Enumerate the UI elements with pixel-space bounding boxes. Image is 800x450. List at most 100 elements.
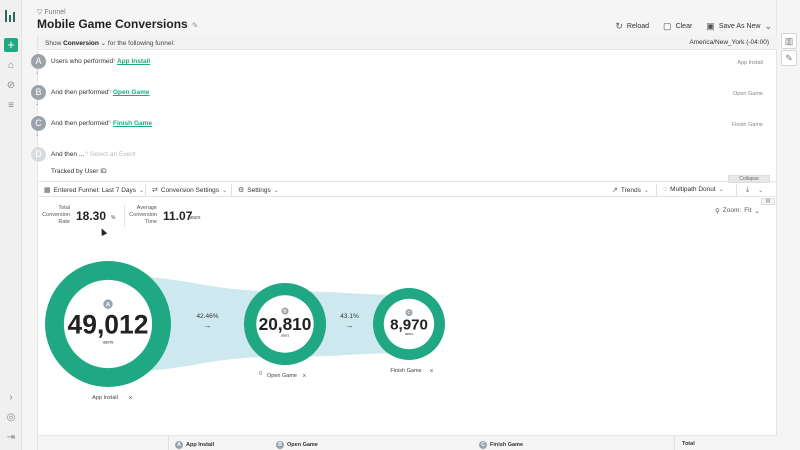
reload-button[interactable]: ↻ Reload: [615, 21, 649, 32]
conversion-settings-label: Conversion Settings: [160, 186, 220, 194]
arrow-right-icon: →: [346, 321, 354, 330]
select-event-placeholder[interactable]: Select an Event: [90, 151, 136, 158]
timezone-select[interactable]: America/New_York (-04:00): [689, 39, 769, 46]
layout-panel-icon[interactable]: ▥: [781, 33, 797, 49]
edit-pencil-icon[interactable]: ✎: [191, 21, 199, 30]
total-label-line: Conversion: [42, 212, 70, 218]
measure-select[interactable]: Conversion: [63, 40, 99, 47]
funnel-step-a: A ↓ Users who performed ϟ App Install Ap…: [31, 54, 777, 76]
node-label: Finish Game: [390, 368, 421, 374]
page-title: Mobile Game Conversions ✎: [37, 17, 198, 31]
total-label-line: Rate: [58, 219, 70, 225]
settings-dropdown[interactable]: ⚙ Settings ⌄: [238, 186, 279, 195]
breadcrumb[interactable]: ▽ Funnel: [37, 9, 66, 16]
node-badge-letter: C: [407, 310, 411, 315]
step-badge: B: [276, 441, 284, 449]
expand-chevron-icon[interactable]: ›: [9, 392, 13, 403]
divider: [124, 205, 125, 227]
node-prefix: 0: [259, 371, 262, 377]
funnel-step-d: D And then ... ϟ Select an Event: [31, 147, 777, 169]
footer-col-a[interactable]: A App Install: [175, 441, 214, 449]
funnel-panel: Show Conversion ⌄ for the following funn…: [31, 35, 777, 450]
chart-toolbar: ▦ Entered Funnel: Last 7 Days ⌄ ⇄ Conversio…: [38, 181, 777, 197]
header-actions: ↻ Reload ▢ Clear ▣ Save As New ⌄: [615, 21, 772, 32]
chevron-down-icon: ⌄: [643, 187, 649, 194]
avg-label-line: Time: [144, 219, 157, 225]
node-label: Open Game: [267, 373, 297, 379]
show-bar: Show Conversion ⌄ for the following funn…: [38, 35, 777, 50]
gear-icon: ⚙: [238, 187, 245, 194]
node-value: 20,810: [259, 314, 312, 334]
step-event-link[interactable]: Open Game: [113, 89, 150, 96]
compass-icon[interactable]: ⊘: [6, 80, 16, 91]
divider: [656, 184, 657, 196]
total-rate-unit: %: [111, 215, 116, 221]
remove-node-icon: ×: [129, 395, 133, 402]
trend-line-icon: ↗: [612, 187, 618, 194]
step-event-link[interactable]: Finish Game: [113, 120, 153, 127]
funnel-step-c: C ↓ And then performed ϟ Finish Game Fin…: [31, 116, 777, 138]
download-dropdown[interactable]: ⤓ ⌄: [746, 186, 763, 194]
chart-type-dropdown[interactable]: ◌ Multipath Donut ⌄: [663, 186, 724, 193]
node-unit: users: [281, 334, 290, 338]
footer-col-label: Finish Game: [490, 442, 524, 448]
left-nav-rail: + ⌂ ⊘ ≡ › ◎ ⇥: [0, 0, 22, 450]
logout-icon[interactable]: ⇥: [6, 432, 16, 443]
zoom-value: Fit: [744, 207, 752, 214]
footer-col-total[interactable]: Total: [682, 441, 695, 447]
down-arrow-icon: ↓: [35, 67, 39, 76]
conversion-stats: Total Conversion Rate 18.30 % Average Conve…: [38, 203, 438, 233]
donut-hole: [63, 279, 153, 369]
footer-col-b[interactable]: B Open Game: [276, 441, 318, 449]
avg-label-line: Average: [136, 205, 157, 211]
event-icon: ϟ: [108, 120, 112, 126]
show-suffix: for the following funnel:: [107, 40, 175, 47]
zoom-control[interactable]: ⚲ Zoom: Fit ⌄: [715, 207, 760, 215]
entered-funnel-dropdown[interactable]: ▦ Entered Funnel: Last 7 Days ⌄: [44, 186, 145, 195]
step-badge: C: [479, 441, 487, 449]
node-value: 8,970: [390, 316, 428, 333]
chevron-down-icon: ⌄: [758, 187, 764, 194]
edit-note-icon[interactable]: ✎: [781, 50, 797, 66]
save-as-new-button[interactable]: ▣ Save As New ⌄: [706, 21, 772, 32]
home-icon[interactable]: ⌂: [7, 60, 15, 71]
remove-node-icon: ×: [430, 368, 434, 375]
divider: [736, 184, 737, 196]
step-right-label: App Install: [737, 60, 763, 66]
arrows-icon: ⇄: [152, 187, 158, 194]
node-unit: users: [103, 339, 115, 344]
clear-label: Clear: [675, 23, 693, 30]
database-icon[interactable]: ≡: [8, 100, 14, 111]
chevron-down-icon: ⌄: [139, 187, 145, 194]
page-header: ▽ Funnel Mobile Game Conversions ✎ ↻ Reloa…: [22, 0, 776, 35]
donut-hole: [256, 295, 314, 353]
conversion-settings-dropdown[interactable]: ⇄ Conversion Settings ⌄: [152, 186, 227, 195]
footer-col-c[interactable]: C Finish Game: [479, 441, 523, 449]
total-rate-value: 18.30: [76, 209, 107, 223]
calendar-icon: ▦: [44, 187, 51, 194]
node-badge-letter: B: [283, 309, 287, 314]
breadcrumb-label: Funnel: [44, 9, 66, 16]
summary-table-header: A App Install B Open Game C Finish Game Tot…: [38, 435, 777, 450]
clear-button[interactable]: ▢ Clear: [663, 21, 692, 32]
collapse-button[interactable]: Collapse: [728, 175, 770, 183]
small-toggle-button[interactable]: ▤: [761, 198, 775, 205]
step-event-link[interactable]: App Install: [117, 58, 151, 65]
chevron-down-icon: ⌄: [718, 187, 724, 193]
show-prefix: Show: [45, 40, 62, 47]
step-badge: B: [31, 85, 46, 100]
avg-label-line: Conversion: [129, 212, 157, 218]
donut-hole: [383, 298, 435, 350]
create-new-button[interactable]: +: [4, 38, 18, 52]
help-icon[interactable]: ◎: [6, 412, 16, 423]
save-icon: ▣: [706, 21, 715, 31]
step-text: And then performed: [51, 120, 109, 127]
settings-label: Settings: [247, 186, 271, 194]
trends-dropdown[interactable]: ↗ Trends ⌄: [612, 186, 649, 195]
divider: [145, 184, 146, 196]
event-icon: ϟ: [112, 58, 116, 64]
step-text: And then ...: [51, 151, 85, 158]
entered-funnel-label: Entered Funnel: Last 7 Days: [53, 186, 137, 194]
chevron-down-icon[interactable]: ⌄: [100, 40, 107, 47]
